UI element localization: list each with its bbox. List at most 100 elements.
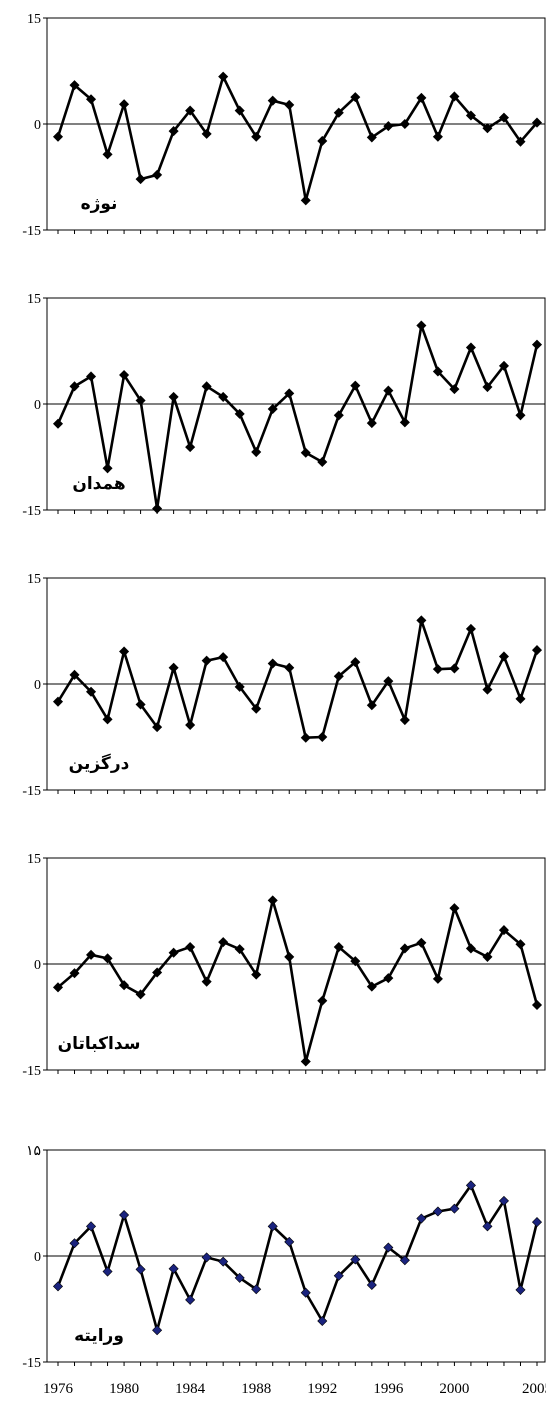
- y-tick-label: -15: [22, 224, 41, 239]
- data-point: [366, 700, 377, 711]
- data-point: [383, 1242, 394, 1253]
- data-point: [465, 342, 476, 353]
- chart-panel-3: 15 0 -15 درگزین: [22, 572, 546, 799]
- data-point: [416, 1213, 427, 1224]
- data-point: [350, 1254, 361, 1265]
- data-point: [515, 939, 526, 950]
- data-point: [498, 112, 509, 123]
- data-point: [366, 1279, 377, 1290]
- data-point: [69, 1238, 80, 1249]
- data-point: [251, 703, 262, 714]
- data-point: [531, 117, 543, 128]
- station-label: همدان: [72, 474, 125, 494]
- data-point: [267, 95, 278, 106]
- data-point: [383, 676, 394, 687]
- data-point: [201, 381, 212, 392]
- y-tick-label: 15: [27, 852, 41, 867]
- y-tick-label: 0: [34, 398, 41, 413]
- data-point: [399, 118, 410, 130]
- data-point: [482, 951, 493, 962]
- data-point: [135, 699, 146, 710]
- data-point: [465, 1180, 476, 1191]
- data-point: [185, 442, 196, 453]
- data-point: [168, 1263, 179, 1274]
- data-point: [69, 381, 80, 392]
- chart-panel-4: 15 0 -15 سداکباتان: [22, 852, 546, 1079]
- data-point: [515, 136, 526, 147]
- data-point: [350, 380, 361, 391]
- data-point: [333, 1270, 344, 1281]
- data-point: [234, 944, 245, 955]
- data-point: [317, 1315, 328, 1327]
- x-tick-label: 1980: [109, 1381, 139, 1397]
- data-point: [267, 1221, 278, 1232]
- chart-panel-5: ۱۵ 0 -15 ورایته: [22, 1144, 546, 1371]
- data-point: [366, 981, 377, 992]
- data-point: [234, 1272, 245, 1283]
- data-point: [515, 410, 526, 421]
- data-point: [531, 339, 543, 350]
- data-point: [498, 360, 509, 371]
- data-point: [119, 370, 130, 381]
- data-point: [482, 684, 493, 695]
- data-point: [366, 418, 377, 429]
- data-point: [86, 949, 97, 960]
- data-point: [152, 967, 163, 978]
- data-point: [119, 980, 130, 991]
- data-point: [69, 968, 80, 979]
- data-point: [465, 943, 476, 954]
- data-point: [185, 105, 196, 116]
- data-point: [102, 463, 113, 474]
- data-point: [515, 1284, 526, 1295]
- data-point: [86, 686, 97, 697]
- data-point: [416, 615, 427, 626]
- data-point: [333, 410, 344, 421]
- y-tick-label: 0: [34, 118, 41, 133]
- data-point: [218, 937, 229, 948]
- data-point: [449, 91, 460, 102]
- data-point: [515, 693, 526, 704]
- data-point: [135, 395, 146, 406]
- data-point: [135, 989, 146, 1000]
- data-point: [531, 999, 543, 1011]
- data-point: [52, 418, 64, 429]
- data-point: [531, 1217, 543, 1228]
- data-point: [432, 1206, 443, 1217]
- x-tick-label: 1984: [175, 1381, 206, 1397]
- data-point: [300, 1056, 311, 1067]
- data-point: [350, 956, 361, 967]
- data-point: [432, 973, 443, 984]
- y-tick-label: -15: [22, 784, 41, 799]
- data-point: [152, 722, 163, 733]
- data-point: [350, 657, 361, 668]
- data-point: [69, 669, 80, 680]
- data-point: [201, 128, 212, 139]
- data-point: [300, 1287, 311, 1298]
- data-point: [267, 895, 278, 906]
- x-axis-tick-labels: 1976 1980 1984 1988 1992 1996 2000 2005: [43, 1381, 546, 1397]
- data-point: [482, 382, 493, 393]
- data-point: [432, 664, 443, 675]
- series-line: [56, 1182, 539, 1336]
- data-point: [498, 1195, 509, 1206]
- data-point: [498, 925, 509, 936]
- x-tick-label: 2000: [439, 1381, 469, 1397]
- x-tick-label: 1988: [241, 1381, 271, 1397]
- data-point: [168, 947, 179, 958]
- series-line: [56, 320, 539, 509]
- data-point: [317, 456, 328, 467]
- data-point: [300, 732, 311, 743]
- data-point: [185, 942, 196, 953]
- data-point: [152, 169, 163, 180]
- data-point: [251, 969, 262, 980]
- data-point: [383, 385, 394, 396]
- station-label: ورایته: [74, 1326, 124, 1346]
- station-label: سداکباتان: [58, 1034, 141, 1054]
- data-point: [251, 447, 262, 458]
- data-point: [482, 123, 493, 134]
- data-point: [416, 937, 427, 948]
- x-tick-label: 1996: [373, 1381, 404, 1397]
- data-point: [52, 1281, 64, 1292]
- station-label: نوژه: [81, 194, 118, 214]
